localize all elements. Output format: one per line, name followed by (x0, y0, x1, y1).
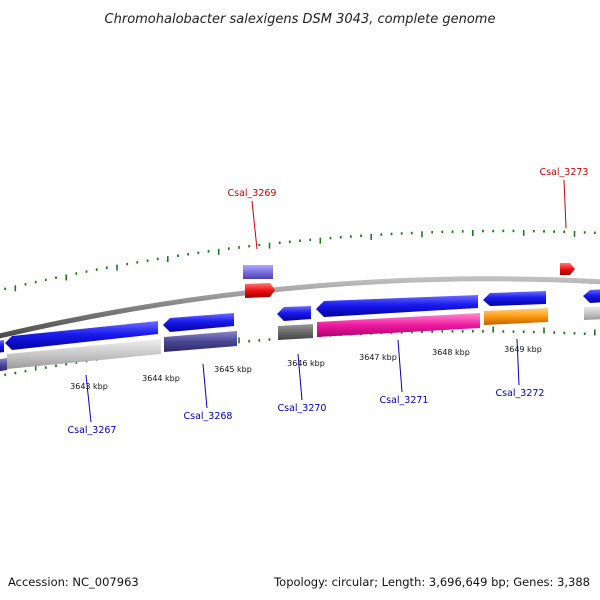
gene-arrow-forward[interactable] (560, 263, 575, 275)
top-tick-ring (4, 229, 596, 292)
tick-label: 3649 kbp (504, 345, 542, 354)
gene-category-bar[interactable] (317, 313, 480, 337)
gene-label[interactable]: Csal_3268 (184, 411, 233, 422)
tick-label: 3646 kbp (287, 359, 325, 368)
gene-arrow-forward[interactable] (245, 283, 275, 298)
gene-feature-forward[interactable] (243, 265, 273, 279)
gene-label[interactable]: Csal_3273 (540, 167, 589, 178)
gene-label[interactable]: Csal_3269 (228, 188, 277, 199)
gene-category-bar[interactable] (164, 331, 237, 352)
gene-arrow-reverse[interactable] (483, 291, 546, 306)
genome-summary-text: Topology: circular; Length: 3,696,649 bp… (274, 575, 590, 589)
gene-features (0, 263, 600, 372)
gene-category-bar[interactable] (0, 358, 7, 372)
leader-line (397, 339, 403, 393)
tick-label: 3645 kbp (214, 365, 252, 374)
tick-label: 3647 kbp (359, 353, 397, 362)
leader-line (251, 200, 258, 250)
leader-line (297, 353, 303, 401)
gene-arrow-reverse[interactable] (583, 289, 600, 303)
gene-category-bar[interactable] (7, 339, 161, 369)
gene-category-bar[interactable] (278, 324, 313, 340)
gene-arrow-reverse[interactable] (163, 313, 234, 332)
gene-label[interactable]: Csal_3272 (496, 388, 545, 399)
gene-category-bar[interactable] (584, 306, 600, 320)
leader-line (85, 374, 92, 423)
gene-arrow-reverse[interactable] (316, 295, 478, 317)
leader-line (202, 363, 208, 409)
tick-label: 3644 kbp (142, 374, 180, 383)
gene-arrow-reverse[interactable] (277, 306, 311, 321)
gene-label[interactable]: Csal_3267 (68, 425, 117, 436)
gene-label[interactable]: Csal_3270 (278, 403, 327, 414)
leader-line (563, 179, 567, 229)
leader-line (516, 338, 520, 386)
gene-arrow-reverse[interactable] (5, 321, 158, 350)
gene-label-leaders (85, 179, 567, 423)
genome-backbone (0, 276, 600, 339)
tick-label: 3648 kbp (432, 348, 470, 357)
accession-text: Accession: NC_007963 (8, 575, 139, 589)
tick-label: 3643 kbp (70, 382, 108, 391)
gene-label[interactable]: Csal_3271 (380, 395, 429, 406)
gene-category-bar[interactable] (484, 308, 548, 325)
gene-arrow-reverse[interactable] (0, 340, 4, 353)
map-title: Chromohalobacter salexigens DSM 3043, co… (105, 12, 496, 27)
